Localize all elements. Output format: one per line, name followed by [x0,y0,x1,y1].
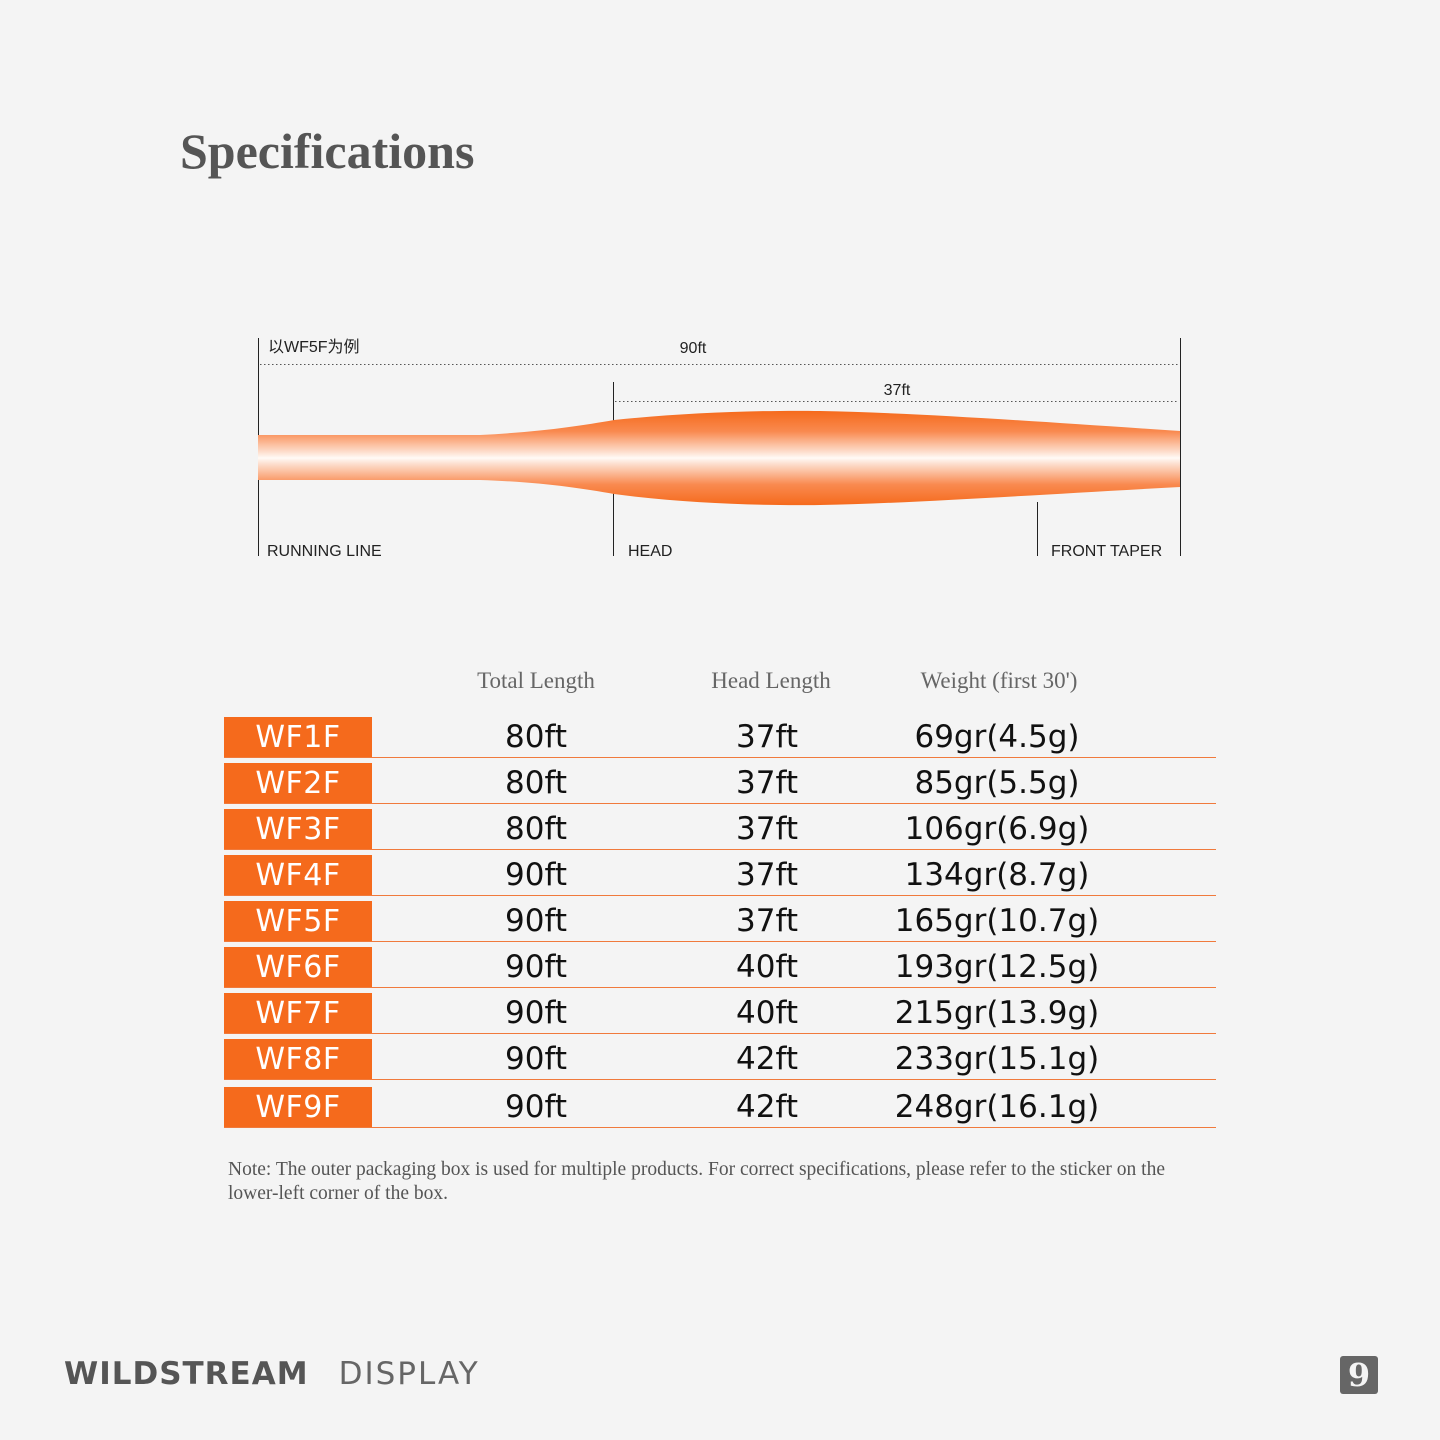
head-label: HEAD [628,543,672,560]
row-divider [224,849,1216,850]
head-length-cell: 37ft [736,811,798,847]
table-row: WF2F 80ft 37ft 85gr(5.5g) [224,763,1216,804]
row-divider [224,941,1216,942]
weight-cell: 233gr(15.1g) [894,1041,1100,1077]
brand-subtitle: DISPLAY [338,1356,480,1392]
total-length-cell: 80ft [505,811,567,847]
table-row: WF7F 90ft 40ft 215gr(13.9g) [224,993,1216,1034]
model-badge: WF3F [224,809,372,849]
total-length-cell: 80ft [505,765,567,801]
weight-cell: 69gr(4.5g) [914,719,1080,755]
row-divider [224,895,1216,896]
total-length-cell: 90ft [505,903,567,939]
front-taper-label: FRONT TAPER [1051,543,1162,560]
head-length-cell: 37ft [736,719,798,755]
total-length-label: 90ft [680,340,707,357]
page-title: Specifications [180,123,475,179]
table-row: WF4F 90ft 37ft 134gr(8.7g) [224,855,1216,896]
weight-cell: 248gr(16.1g) [894,1089,1100,1125]
row-divider [224,1079,1216,1080]
row-divider [224,757,1216,758]
head-length-cell: 40ft [736,995,798,1031]
head-length-cell: 40ft [736,949,798,985]
model-badge: WF9F [224,1087,372,1127]
total-length-cell: 90ft [505,1089,567,1125]
brand-name: WILDSTREAM [64,1356,309,1392]
weight-cell: 193gr(12.5g) [894,949,1100,985]
model-badge: WF4F [224,855,372,895]
total-length-cell: 90ft [505,995,567,1031]
model-badge: WF7F [224,993,372,1033]
head-length-cell: 37ft [736,857,798,893]
table-row: WF3F 80ft 37ft 106gr(6.9g) [224,809,1216,850]
total-length-cell: 80ft [505,719,567,755]
weight-cell: 106gr(6.9g) [904,811,1090,847]
brand-logo-icon: 9 [1340,1356,1378,1394]
head-length-cell: 37ft [736,903,798,939]
brand-wordmark: WILDSTREAM DISPLAY [64,1356,480,1392]
table-row: WF8F 90ft 42ft 233gr(15.1g) [224,1039,1216,1080]
table-row: WF6F 90ft 40ft 193gr(12.5g) [224,947,1216,988]
total-length-cell: 90ft [505,949,567,985]
model-badge: WF5F [224,901,372,941]
weight-cell: 134gr(8.7g) [904,857,1090,893]
model-badge: WF2F [224,763,372,803]
table-row: WF5F 90ft 37ft 165gr(10.7g) [224,901,1216,942]
weight-cell: 165gr(10.7g) [894,903,1100,939]
model-badge: WF1F [224,717,372,757]
weight-cell: 215gr(13.9g) [894,995,1100,1031]
col-header-weight: Weight (first 30') [920,668,1078,693]
head-length-label: 37ft [884,382,911,399]
total-length-cell: 90ft [505,857,567,893]
fly-line-body [258,410,1180,506]
row-divider [224,1127,1216,1128]
row-divider [224,803,1216,804]
weight-cell: 85gr(5.5g) [914,765,1080,801]
row-divider [224,987,1216,988]
example-label: 以WF5F为例 [268,338,360,356]
col-header-total-length: Total Length [477,668,595,693]
head-length-cell: 42ft [736,1041,798,1077]
packaging-note: Note: The outer packaging box is used fo… [228,1159,1165,1204]
table-row: WF9F 90ft 42ft 248gr(16.1g) [224,1087,1216,1128]
model-badge: WF6F [224,947,372,987]
head-length-cell: 42ft [736,1089,798,1125]
fly-line-taper-diagram: 以WF5F为例 90ft 37ft RUNNING LINE HEAD FRON… [258,338,1181,560]
table-row: WF1F 80ft 37ft 69gr(4.5g) [224,717,1216,758]
col-header-head-length: Head Length [711,668,831,693]
model-badge: WF8F [224,1039,372,1079]
total-length-cell: 90ft [505,1041,567,1077]
row-divider [224,1033,1216,1034]
head-length-cell: 37ft [736,765,798,801]
running-line-label: RUNNING LINE [267,543,382,560]
